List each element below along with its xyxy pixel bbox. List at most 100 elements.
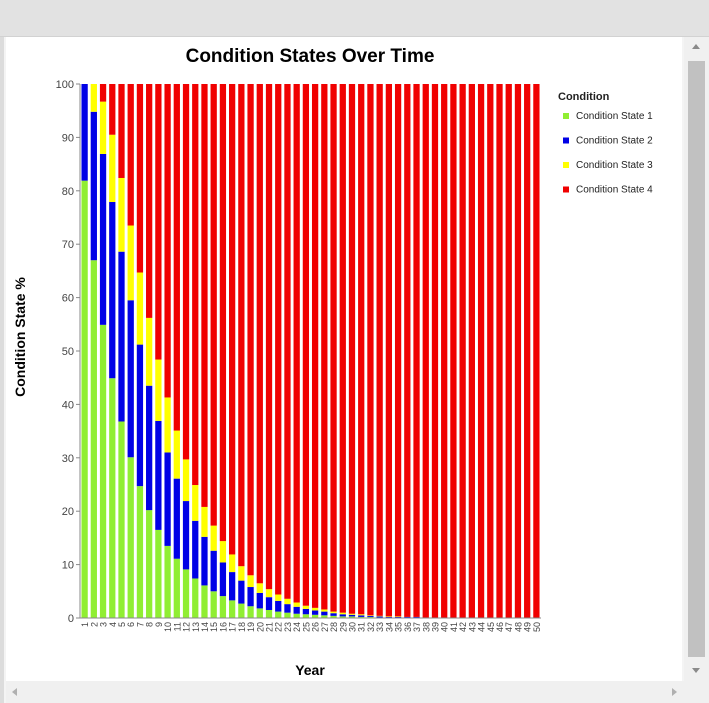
bar-segment-state-2 — [394, 616, 402, 618]
bar-segment-state-3 — [229, 554, 236, 573]
bar-segment-state-4 — [339, 84, 346, 613]
scroll-left-button[interactable] — [6, 681, 28, 703]
bar-segment-state-2 — [256, 592, 263, 609]
bar-segment-state-1 — [118, 421, 125, 618]
bar-segment-state-3 — [164, 397, 171, 453]
scroll-up-button[interactable] — [684, 37, 709, 59]
bar-segment-state-3 — [155, 359, 162, 421]
legend-label: Condition State 4 — [576, 185, 653, 196]
bar-segment-state-4 — [459, 84, 466, 618]
bar-segment-state-4 — [394, 84, 402, 617]
bar-segment-state-4 — [468, 84, 475, 618]
bar-segment-state-4 — [192, 84, 199, 486]
bar-segment-state-2 — [192, 520, 199, 579]
x-tick-label: 17 — [228, 622, 238, 632]
bar-segment-state-2 — [413, 616, 420, 618]
left-pane-edge — [0, 37, 4, 703]
bar-segment-state-2 — [90, 111, 97, 261]
bar-segment-state-1 — [182, 569, 190, 618]
bar-segment-state-2 — [247, 587, 254, 607]
bar-segment-state-4 — [219, 84, 227, 542]
bar-segment-state-4 — [496, 84, 503, 618]
x-axis: 1 2 3 4 5 6 7 8 9 10 11 12 13 14 15 16 17 18 19 20 21 22 23 24 2… — [80, 617, 542, 632]
bar-segment-state-2 — [284, 604, 291, 613]
x-tick-label: 12 — [182, 622, 192, 632]
vertical-scroll-thumb[interactable] — [688, 61, 705, 657]
bar-segment-state-1 — [238, 603, 245, 618]
y-tick-label: 80 — [62, 186, 74, 198]
y-tick-label: 20 — [62, 506, 74, 518]
bar-segment-state-2 — [127, 300, 134, 458]
chevron-down-icon — [692, 668, 700, 673]
x-tick-label: 25 — [301, 622, 311, 632]
bar-segment-state-3 — [311, 607, 319, 611]
bar-segment-state-4 — [477, 84, 485, 618]
bar-segment-state-4 — [201, 84, 208, 507]
chart-title: Condition States Over Time — [186, 46, 435, 67]
horizontal-scrollbar[interactable] — [6, 681, 684, 703]
bar-segment-state-1 — [109, 378, 116, 618]
y-axis-title: Condition State % — [12, 277, 28, 397]
bar-segment-state-3 — [256, 583, 263, 593]
legend-swatch — [563, 113, 569, 119]
bar-segment-state-4 — [487, 84, 494, 618]
bar-segment-state-2 — [210, 550, 217, 592]
x-tick-label: 13 — [191, 622, 201, 632]
bar-segment-state-4 — [404, 84, 411, 617]
bar-segment-state-1 — [348, 616, 356, 618]
bar-segment-state-4 — [229, 84, 236, 555]
y-tick-label: 100 — [56, 79, 74, 91]
y-tick-label: 90 — [62, 132, 74, 144]
bar-segment-state-1 — [99, 324, 107, 618]
bar-segment-state-1 — [192, 578, 199, 618]
bar-segment-state-4 — [155, 84, 162, 360]
bar-segment-state-1 — [127, 457, 134, 618]
bar-segment-state-4 — [265, 84, 273, 590]
bar-segment-state-4 — [376, 84, 383, 616]
bar-segment-state-2 — [367, 615, 374, 617]
bar-segment-state-4 — [275, 84, 282, 595]
bar-segment-state-1 — [293, 613, 300, 618]
scroll-down-button[interactable] — [684, 659, 709, 681]
x-tick-label: 29 — [338, 622, 348, 632]
bar-segment-state-1 — [201, 585, 208, 618]
bar-segment-state-4 — [136, 84, 144, 273]
x-tick-label: 21 — [265, 622, 275, 632]
bar-segment-state-3 — [339, 612, 346, 615]
bar-segment-state-1 — [358, 616, 365, 618]
bar-segment-state-3 — [376, 615, 383, 617]
bar-segment-state-4 — [358, 84, 365, 615]
top-toolbar — [0, 0, 709, 37]
x-tick-label: 16 — [218, 622, 228, 632]
bar-segment-state-3 — [321, 609, 328, 612]
bar-segment-state-2 — [358, 615, 365, 617]
vertical-scrollbar[interactable] — [684, 37, 709, 681]
bar-segment-state-3 — [284, 598, 291, 605]
x-axis-title: Year — [295, 662, 325, 678]
bar-segment-state-4 — [146, 84, 153, 318]
x-tick-label: 3 — [99, 622, 109, 627]
bar-segment-state-4 — [514, 84, 522, 618]
x-tick-label: 39 — [430, 622, 440, 632]
bar-segment-state-2 — [238, 580, 245, 604]
x-tick-label: 15 — [209, 622, 219, 632]
bar-segment-state-4 — [127, 84, 134, 226]
bar-segment-state-4 — [238, 84, 245, 567]
bar-segment-state-4 — [422, 84, 429, 618]
bar-segment-state-3 — [173, 430, 180, 479]
legend-label: Condition State 1 — [576, 111, 653, 122]
x-tick-label: 11 — [172, 622, 182, 631]
bar-segment-state-4 — [284, 84, 291, 599]
x-tick-label: 46 — [495, 622, 505, 632]
x-tick-label: 19 — [246, 622, 256, 632]
bar-segment-state-2 — [146, 385, 153, 511]
bar-segment-state-1 — [256, 608, 263, 618]
bar-segment-state-4 — [330, 84, 337, 612]
scroll-right-button[interactable] — [662, 681, 684, 703]
bar-segment-state-1 — [284, 612, 291, 618]
bar-segment-state-3 — [109, 134, 116, 203]
bar-segment-state-4 — [311, 84, 319, 608]
x-tick-label: 31 — [357, 622, 367, 632]
bar-segment-state-2 — [321, 611, 328, 616]
bar-segment-state-3 — [275, 594, 282, 601]
